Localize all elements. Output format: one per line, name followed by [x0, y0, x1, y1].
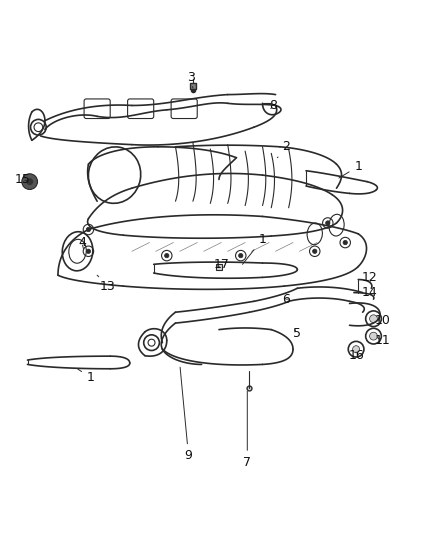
Text: 16: 16: [348, 349, 364, 362]
Text: 9: 9: [180, 367, 192, 462]
Text: 14: 14: [361, 286, 377, 299]
Text: 17: 17: [213, 258, 229, 271]
Text: 7: 7: [243, 391, 251, 469]
Circle shape: [313, 249, 317, 254]
Text: 1: 1: [78, 369, 95, 384]
Text: 6: 6: [283, 293, 290, 305]
Text: 4: 4: [78, 236, 86, 249]
Text: 1: 1: [243, 232, 266, 264]
Text: 10: 10: [374, 314, 390, 327]
Circle shape: [370, 315, 378, 322]
Circle shape: [165, 254, 169, 258]
Circle shape: [353, 346, 360, 353]
Text: 5: 5: [293, 327, 301, 341]
Circle shape: [239, 254, 243, 258]
Text: 3: 3: [187, 71, 194, 88]
Text: 12: 12: [361, 271, 377, 284]
Circle shape: [325, 221, 330, 225]
Circle shape: [22, 174, 38, 189]
Circle shape: [26, 178, 33, 185]
Circle shape: [86, 228, 91, 232]
Text: 2: 2: [277, 140, 290, 158]
Text: 15: 15: [14, 173, 30, 186]
Circle shape: [343, 240, 347, 245]
Circle shape: [370, 332, 378, 340]
Circle shape: [86, 249, 91, 254]
Text: 11: 11: [374, 334, 390, 347]
Text: 8: 8: [269, 99, 277, 112]
Text: 1: 1: [339, 160, 362, 178]
Text: 13: 13: [97, 275, 116, 293]
